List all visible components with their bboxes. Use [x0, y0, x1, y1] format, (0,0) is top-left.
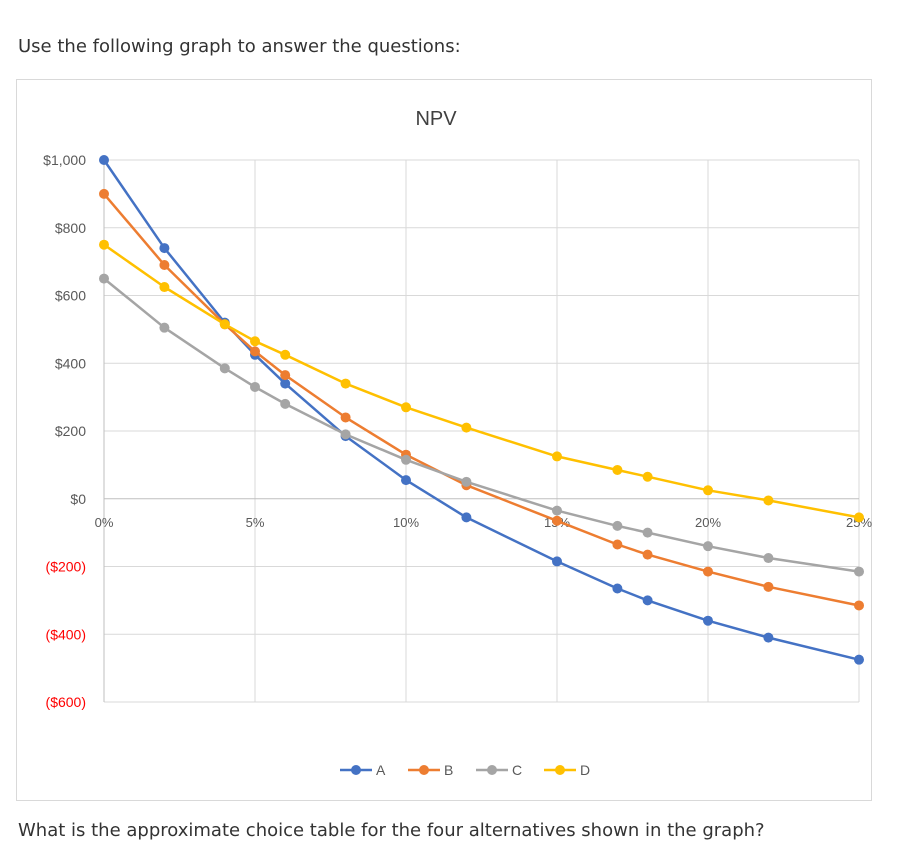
data-point-c	[612, 520, 623, 531]
data-point-b	[703, 566, 713, 577]
data-point-a	[401, 475, 411, 486]
legend-swatch-marker	[351, 765, 361, 775]
data-point-c	[461, 476, 472, 487]
data-point-a	[703, 615, 713, 626]
data-point-a	[854, 654, 864, 665]
series-line-d	[103, 243, 860, 519]
data-point-d	[642, 471, 653, 482]
data-point-c	[703, 541, 713, 552]
y-tick-label: $800	[55, 220, 86, 236]
axes	[103, 160, 859, 702]
x-tick-label: 20%	[695, 515, 721, 530]
data-point-d	[612, 464, 623, 475]
grid-lines	[104, 159, 860, 703]
series-line-b	[103, 193, 860, 607]
data-point-b	[250, 346, 260, 357]
data-point-c	[219, 363, 230, 374]
data-point-a	[642, 595, 653, 606]
y-tick-label: ($600)	[46, 694, 86, 710]
data-point-c	[642, 527, 653, 538]
data-point-a	[763, 632, 774, 643]
data-point-a	[552, 556, 562, 567]
data-point-b	[763, 581, 774, 592]
intro-text: Use the following graph to answer the qu…	[18, 36, 461, 57]
data-point-c	[763, 553, 774, 564]
data-point-c	[340, 429, 351, 440]
legend-item-c: C	[476, 762, 522, 778]
data-point-c	[250, 381, 260, 392]
y-tick-label: ($200)	[46, 559, 86, 575]
data-point-d	[99, 239, 109, 250]
chart-title: NPV	[415, 108, 457, 130]
y-tick-labels: $1,000 $800 $600 $400 $200 $0 ($200) ($400) ($60…	[43, 152, 86, 710]
data-point-b	[99, 188, 109, 199]
data-point-c	[280, 398, 291, 409]
y-tick-label: $1,000	[43, 152, 86, 168]
y-tick-label: $600	[55, 288, 86, 304]
data-point-b	[854, 600, 864, 611]
data-point-b	[280, 370, 291, 381]
y-tick-label: ($400)	[46, 626, 86, 642]
data-point-b	[612, 539, 623, 550]
data-point-d	[763, 495, 774, 506]
data-point-b	[340, 412, 351, 423]
series-lines	[99, 155, 864, 665]
y-tick-label: $0	[70, 491, 86, 507]
legend-label: D	[580, 762, 590, 778]
legend-item-a: A	[340, 762, 386, 778]
data-point-c	[99, 273, 109, 284]
legend-swatch-marker	[487, 765, 497, 775]
data-point-d	[280, 349, 291, 360]
data-point-d	[552, 451, 562, 462]
data-point-d	[703, 485, 713, 496]
data-point-c	[401, 454, 411, 465]
data-point-d	[854, 512, 864, 523]
data-point-b	[552, 515, 562, 526]
data-point-a	[461, 512, 472, 523]
legend-label: A	[376, 762, 386, 778]
data-point-d	[461, 422, 472, 433]
legend-item-b: B	[408, 762, 453, 778]
data-point-d	[250, 336, 260, 347]
data-point-a	[99, 155, 109, 165]
x-tick-labels: 0%5%10%15%20%25%	[95, 515, 873, 530]
data-point-c	[159, 322, 170, 333]
y-tick-label: $400	[55, 355, 86, 371]
data-point-d	[219, 319, 230, 330]
data-point-d	[340, 378, 351, 389]
data-point-d	[159, 282, 170, 293]
data-point-a	[159, 243, 170, 254]
legend-item-d: D	[544, 762, 590, 778]
data-point-b	[642, 549, 653, 560]
data-point-a	[612, 583, 623, 594]
data-point-b	[159, 260, 170, 271]
x-tick-label: 10%	[393, 515, 419, 530]
legend: A B C D	[340, 762, 590, 778]
data-point-d	[401, 402, 411, 413]
x-tick-label: 0%	[95, 515, 114, 530]
data-point-a	[280, 378, 291, 389]
y-tick-label: $200	[55, 423, 86, 439]
x-tick-label: 5%	[246, 515, 265, 530]
data-point-c	[854, 566, 864, 577]
question-text: What is the approximate choice table for…	[18, 820, 765, 841]
series-line-c	[103, 277, 860, 573]
legend-swatch-marker	[419, 765, 429, 775]
legend-swatch-marker	[555, 765, 565, 775]
legend-label: B	[444, 762, 453, 778]
legend-label: C	[512, 762, 522, 778]
data-point-c	[552, 505, 562, 516]
chart-container	[16, 79, 872, 801]
series-line-a	[102, 159, 860, 661]
